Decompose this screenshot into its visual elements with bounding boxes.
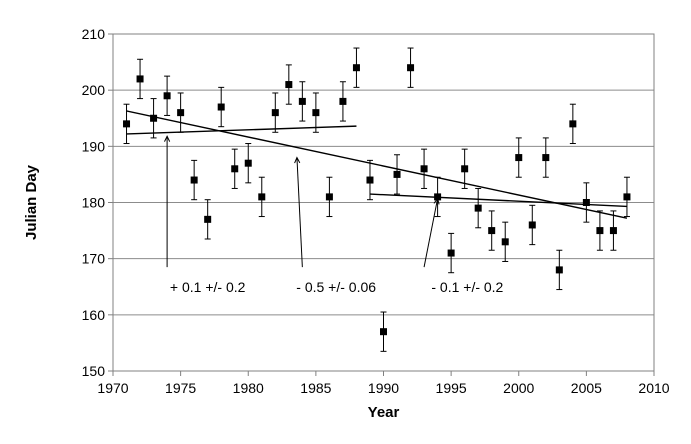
annotation-label: + 0.1 +/- 0.2 (170, 279, 246, 295)
annotation-arrow (294, 156, 303, 268)
data-point (393, 170, 401, 178)
data-point (542, 154, 550, 162)
data-point (407, 64, 415, 72)
x-tick-label: 2010 (638, 380, 669, 396)
data-point (555, 266, 563, 274)
data-point (244, 159, 252, 167)
data-point (352, 64, 360, 72)
annotation-arrow (423, 197, 440, 268)
trend-line (126, 125, 357, 135)
data-point (569, 120, 577, 128)
data-point (623, 193, 631, 201)
data-point (163, 92, 171, 100)
y-axis-title: Julian Day (23, 164, 40, 240)
x-tick-label: 1990 (368, 380, 399, 396)
arrow-head (433, 197, 440, 205)
data-point (434, 193, 442, 201)
data-point (488, 227, 496, 235)
data-point (325, 193, 333, 201)
y-tick-label: 150 (82, 363, 106, 379)
arrow-head (164, 135, 171, 142)
data-point (190, 176, 198, 184)
data-points (123, 64, 631, 336)
data-point (258, 193, 266, 201)
x-tick-label: 1985 (300, 380, 331, 396)
data-point (582, 199, 590, 206)
y-tick-label: 180 (82, 195, 106, 211)
y-axis-ticks: 150 160 170 180 190 200 210 (82, 26, 113, 379)
annotation-arrows (164, 135, 440, 268)
data-point (609, 227, 617, 235)
data-point (420, 165, 428, 173)
data-point (515, 154, 523, 162)
data-point (136, 75, 144, 83)
x-tick-label: 2005 (571, 380, 602, 396)
data-point (150, 114, 158, 122)
x-axis-title: Year (368, 404, 400, 421)
annotation-arrow (164, 135, 171, 268)
annotation-label: - 0.1 +/- 0.2 (431, 279, 503, 295)
error-bars (123, 47, 630, 352)
arrow-shaft (423, 198, 439, 268)
data-point (217, 103, 225, 111)
data-point (298, 97, 306, 105)
trend-line (126, 110, 628, 219)
data-point (177, 109, 185, 117)
y-tick-label: 190 (82, 138, 106, 154)
data-point (501, 238, 509, 246)
y-tick-label: 200 (82, 82, 106, 98)
data-point (366, 176, 374, 184)
data-point (596, 227, 604, 235)
data-point (447, 249, 455, 257)
data-point (528, 221, 536, 229)
x-tick-label: 1970 (97, 380, 128, 396)
gridlines (113, 89, 654, 316)
x-tick-label: 2000 (503, 380, 534, 396)
x-tick-label: 1975 (165, 380, 196, 396)
data-point (380, 328, 387, 336)
y-tick-label: 170 (82, 251, 106, 267)
y-tick-label: 160 (82, 307, 106, 323)
annotation-label: - 0.5 +/- 0.06 (296, 279, 376, 295)
x-tick-label: 1995 (436, 380, 467, 396)
x-axis-ticks: 1970 1975 1980 1985 1990 1995 2000 2005 2010 (97, 371, 670, 396)
data-point (312, 109, 320, 117)
data-point (474, 204, 482, 212)
data-point (285, 81, 293, 89)
data-point (461, 165, 469, 173)
arrow-head (294, 156, 301, 164)
data-point (231, 165, 239, 173)
y-tick-label: 210 (82, 26, 106, 42)
arrow-shaft (296, 157, 303, 268)
data-point (204, 215, 212, 223)
data-point (271, 109, 279, 117)
annotations: + 0.1 +/- 0.2 - 0.5 +/- 0.06 - 0.1 +/- 0.2 (170, 279, 504, 295)
x-tick-label: 1980 (233, 380, 264, 396)
data-point (339, 97, 347, 105)
data-point (123, 120, 131, 128)
